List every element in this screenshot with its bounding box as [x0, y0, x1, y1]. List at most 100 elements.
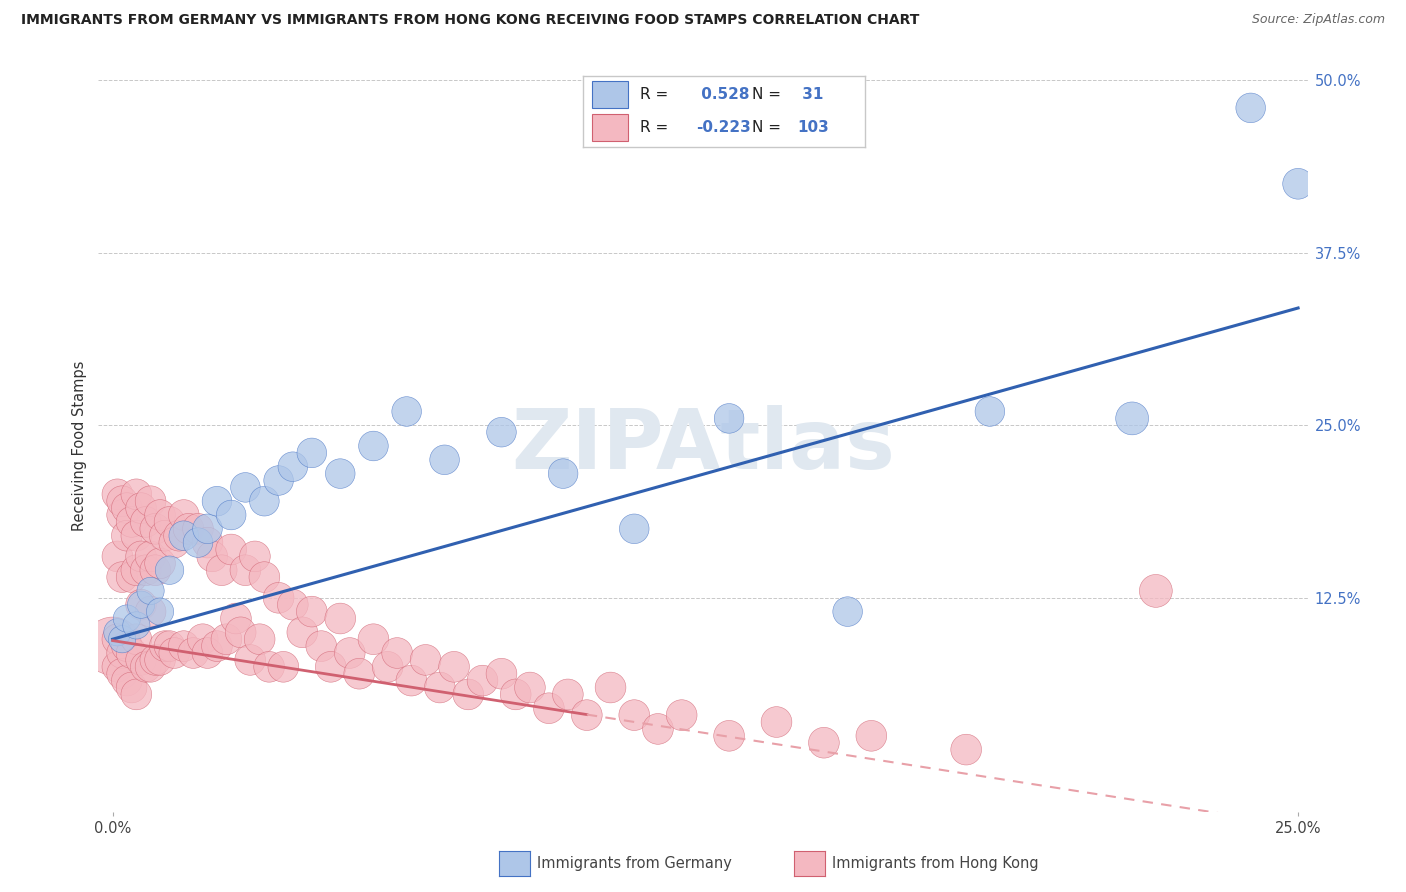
Point: [647, 722, 669, 736]
Point: [599, 681, 621, 695]
Point: [121, 570, 143, 584]
Point: [718, 729, 741, 743]
Point: [111, 570, 134, 584]
Point: [301, 605, 323, 619]
Point: [623, 522, 645, 536]
Point: [159, 639, 181, 653]
Text: N =: N =: [752, 120, 782, 136]
Point: [253, 570, 276, 584]
Point: [491, 666, 513, 681]
Point: [125, 687, 148, 701]
Text: Immigrants from Hong Kong: Immigrants from Hong Kong: [832, 856, 1039, 871]
Point: [311, 639, 333, 653]
Point: [1144, 583, 1167, 598]
Point: [267, 591, 290, 605]
Point: [765, 714, 787, 729]
Point: [519, 681, 541, 695]
Point: [125, 487, 148, 501]
Point: [273, 660, 295, 674]
Point: [219, 542, 242, 557]
Point: [979, 404, 1001, 418]
Y-axis label: Receiving Food Stamps: Receiving Food Stamps: [72, 360, 87, 532]
Point: [319, 660, 342, 674]
Point: [139, 494, 162, 508]
Point: [249, 632, 271, 647]
Point: [111, 632, 134, 647]
Point: [395, 404, 418, 418]
Point: [623, 708, 645, 723]
Text: 0.528: 0.528: [696, 87, 749, 102]
Point: [215, 632, 238, 647]
Point: [111, 666, 134, 681]
Point: [505, 687, 527, 701]
Point: [163, 535, 186, 549]
Point: [187, 535, 209, 549]
Point: [1240, 101, 1263, 115]
Point: [377, 660, 399, 674]
FancyBboxPatch shape: [592, 81, 628, 108]
Point: [173, 508, 195, 522]
Point: [105, 632, 128, 647]
Point: [443, 660, 465, 674]
Point: [339, 646, 361, 660]
Point: [291, 625, 314, 640]
Point: [225, 611, 247, 625]
Point: [143, 563, 166, 577]
Point: [125, 529, 148, 543]
Point: [491, 425, 513, 440]
Point: [167, 529, 190, 543]
Point: [363, 439, 385, 453]
Point: [235, 480, 257, 494]
Point: [111, 508, 134, 522]
Point: [239, 653, 262, 667]
Text: R =: R =: [640, 120, 668, 136]
Text: IMMIGRANTS FROM GERMANY VS IMMIGRANTS FROM HONG KONG RECEIVING FOOD STAMPS CORRE: IMMIGRANTS FROM GERMANY VS IMMIGRANTS FR…: [21, 13, 920, 28]
Point: [139, 660, 162, 674]
Point: [235, 563, 257, 577]
Point: [281, 598, 304, 612]
Point: [537, 701, 560, 715]
Point: [105, 487, 128, 501]
Point: [329, 467, 352, 481]
Point: [229, 625, 252, 640]
Point: [205, 639, 228, 653]
Point: [177, 522, 200, 536]
Point: [187, 522, 209, 536]
Point: [149, 557, 172, 571]
Point: [105, 549, 128, 564]
Point: [129, 598, 152, 612]
Point: [575, 708, 598, 723]
Point: [257, 660, 280, 674]
Point: [173, 529, 195, 543]
Point: [135, 515, 157, 529]
Point: [115, 501, 138, 516]
Point: [149, 653, 172, 667]
Point: [129, 549, 152, 564]
Point: [219, 508, 242, 522]
Point: [415, 653, 437, 667]
Point: [253, 494, 276, 508]
Point: [385, 646, 408, 660]
Point: [143, 522, 166, 536]
Point: [433, 452, 456, 467]
Point: [429, 681, 451, 695]
Point: [115, 673, 138, 688]
Point: [135, 660, 157, 674]
Point: [111, 494, 134, 508]
Point: [153, 529, 176, 543]
Text: 103: 103: [797, 120, 830, 136]
Point: [197, 522, 219, 536]
Point: [135, 563, 157, 577]
Point: [173, 639, 195, 653]
Point: [149, 508, 172, 522]
Point: [125, 563, 148, 577]
Point: [837, 605, 859, 619]
Point: [1121, 411, 1143, 425]
Point: [363, 632, 385, 647]
Point: [197, 535, 219, 549]
Point: [553, 467, 575, 481]
Point: [205, 494, 228, 508]
Point: [121, 681, 143, 695]
Point: [121, 646, 143, 660]
Point: [149, 605, 172, 619]
